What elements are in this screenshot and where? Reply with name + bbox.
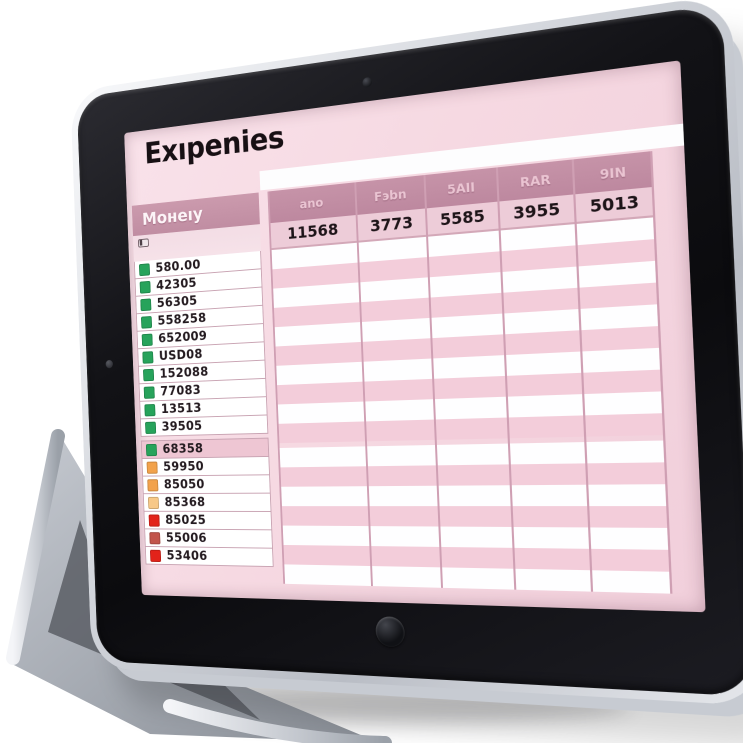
money-cell-value: 59950 (162, 458, 205, 475)
category-color-swatch (139, 280, 151, 294)
expenses-table: Moнeıy 580.00 42305 56305 558258 652009 … (131, 151, 673, 594)
money-cell-value: 652009 (157, 328, 208, 347)
column-total-value[interactable]: 3955 (512, 198, 561, 224)
category-color-swatch (140, 315, 153, 329)
category-color-swatch (142, 350, 154, 364)
column-total-value[interactable]: 3773 (369, 212, 414, 236)
category-color-swatch (147, 496, 160, 509)
category-color-swatch (149, 531, 161, 544)
money-cell-value: 77083 (160, 382, 202, 400)
category-color-swatch (145, 443, 158, 456)
grid-rows (269, 217, 673, 594)
category-color-swatch (146, 461, 158, 474)
money-cell-value: 85050 (163, 476, 205, 493)
money-cell-value: 13513 (160, 400, 202, 417)
money-cell-value: 39505 (161, 418, 203, 435)
column-total-value[interactable]: 5585 (439, 205, 486, 230)
grid-row[interactable] (278, 462, 668, 487)
category-color-swatch (142, 368, 155, 381)
money-cell-value: 42305 (155, 275, 197, 294)
money-cell-value: 55006 (165, 530, 208, 546)
bezel-dot-icon (105, 360, 114, 369)
money-cell-value: 53406 (166, 548, 208, 564)
money-row[interactable]: 85025 (143, 510, 273, 531)
money-cell-value: USD08 (158, 346, 203, 364)
stand-edge-left (6, 429, 65, 665)
front-camera-icon (362, 76, 373, 88)
money-row[interactable]: 85050 (142, 474, 271, 495)
money-column: Moнeıy 580.00 42305 56305 558258 652009 … (131, 192, 274, 568)
category-color-swatch (140, 297, 152, 311)
grid-row[interactable] (280, 506, 670, 528)
grid-row[interactable] (279, 484, 669, 507)
category-color-swatch (141, 333, 153, 346)
page-title: Exıpenies (143, 120, 285, 172)
home-button[interactable] (375, 616, 406, 648)
category-color-swatch (144, 403, 156, 416)
money-cell-value: 85025 (165, 512, 207, 528)
tablet-screen: Exıpenies Moнeıy 580.00 42305 56305 5582… (124, 60, 706, 613)
tablet-device: Exıpenies Moнeıy 580.00 42305 56305 5582… (70, 0, 743, 707)
category-color-swatch (147, 478, 159, 491)
money-row[interactable]: 85368 (142, 492, 272, 512)
money-cell-value: 85368 (164, 494, 206, 510)
cell-marker-icon (137, 238, 149, 248)
category-color-swatch (149, 549, 162, 562)
money-cell-value: 558258 (157, 310, 207, 329)
category-color-swatch (145, 421, 157, 434)
money-row[interactable]: 53406 (144, 545, 274, 568)
category-color-swatch (148, 514, 160, 527)
data-grid: ano Fэbn 5AII RAR 9IN 11568 3773 5585 3955 5013 (267, 151, 673, 594)
category-color-swatch (143, 385, 155, 399)
category-color-swatch (138, 262, 151, 276)
money-cell-value: 56305 (156, 293, 198, 311)
tablet-bezel: Exıpenies Moнeıy 580.00 42305 56305 5582… (76, 3, 743, 697)
money-rows: 580.00 42305 56305 558258 652009 USD08 1… (133, 250, 274, 568)
money-cell-value: 68358 (162, 441, 204, 457)
money-cell-value: 152088 (159, 364, 209, 382)
